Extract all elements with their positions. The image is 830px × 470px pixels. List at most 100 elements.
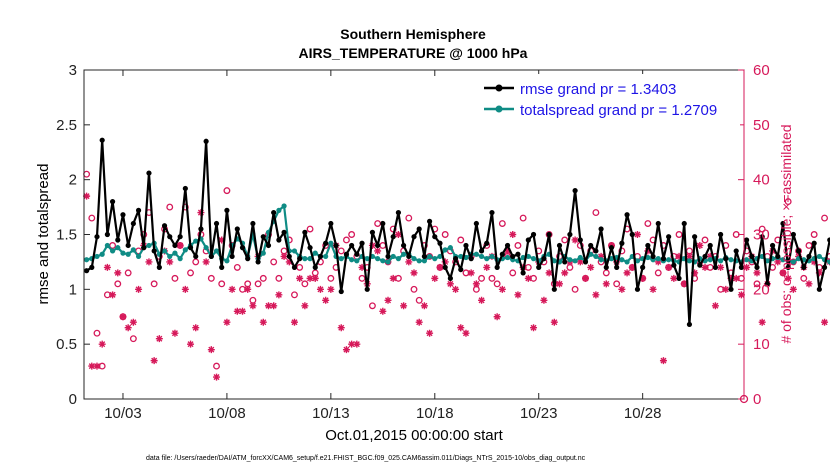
rmse-point: [686, 321, 693, 328]
rmse-point: [484, 240, 490, 246]
obs-assimilated-point: [426, 329, 434, 337]
rmse-point: [442, 264, 448, 270]
obs-assimilated-point: [758, 318, 766, 326]
rmse-point: [338, 288, 344, 295]
spread-point: [276, 207, 282, 213]
obs-possible-point: [129, 335, 137, 343]
rmse-point: [541, 256, 547, 262]
rmse-point: [343, 251, 350, 257]
obs-assimilated-point: [462, 329, 470, 337]
rmse-point: [733, 248, 739, 254]
spread-point: [572, 258, 578, 264]
rmse-point: [494, 264, 500, 270]
obs-assimilated-point: [659, 357, 667, 365]
rmse-point: [593, 248, 599, 254]
obs-possible-point: [207, 274, 215, 282]
rmse-point: [754, 264, 760, 270]
obs-possible-point: [223, 187, 231, 195]
obs-assimilated-point: [400, 302, 408, 310]
rmse-point: [120, 212, 126, 218]
legend-rmse-marker: [495, 84, 503, 92]
obs-possible-point: [410, 285, 418, 293]
obs-possible-point: [514, 242, 522, 249]
obs-assimilated-point: [166, 258, 174, 266]
footnote: data file: /Users/raeder/DAI/ATM_forcXX/…: [146, 455, 586, 462]
rmse-point: [520, 270, 526, 276]
rmse-point: [94, 234, 100, 240]
obs-assimilated-point: [228, 285, 236, 293]
rmse-point: [426, 218, 433, 224]
obs-assimilated-point: [467, 269, 475, 277]
obs-assimilated-point: [285, 258, 293, 266]
spread-point: [135, 253, 142, 260]
obs-assimilated-point: [207, 346, 215, 354]
spread-point: [484, 256, 490, 262]
rmse-point: [676, 275, 682, 281]
obs-assimilated-point: [815, 269, 823, 277]
obs-possible-point: [821, 214, 829, 222]
obs-possible-point: [613, 280, 621, 288]
obs-assimilated-point: [239, 307, 247, 315]
rmse-point: [349, 242, 355, 249]
obs-assimilated-point: [296, 274, 304, 282]
rmse-point: [421, 253, 427, 260]
obs-assimilated-point: [129, 318, 137, 326]
rmse-point: [239, 245, 246, 251]
obs-possible-point: [493, 280, 501, 288]
rmse-point: [291, 264, 298, 270]
rmse-point: [681, 220, 687, 227]
y-right-tick-label: 20: [753, 281, 770, 298]
obs-possible-point: [405, 214, 413, 222]
spread-point: [707, 257, 713, 263]
obs-assimilated-point: [675, 252, 683, 260]
obs-assimilated-point: [109, 291, 117, 299]
spread-point: [224, 258, 230, 264]
obs-possible-point: [457, 236, 465, 244]
obs-possible-point: [675, 231, 683, 238]
legend: rmse grand pr = 1.3403 totalspread grand…: [478, 74, 740, 126]
spread-point: [686, 258, 693, 264]
obs-assimilated-point: [618, 285, 626, 293]
y-tick-label: 2.5: [56, 117, 77, 134]
obs-assimilated-point: [358, 263, 366, 271]
obs-assimilated-point: [88, 362, 96, 370]
obs-assimilated-point: [83, 192, 91, 200]
rmse-point: [208, 253, 214, 260]
rmse-point: [624, 212, 630, 218]
rmse-point: [645, 242, 651, 249]
rmse-point: [468, 256, 474, 262]
obs-assimilated-point: [514, 291, 522, 299]
x-tick-label: 10/28: [624, 405, 662, 422]
obs-assimilated-point: [597, 252, 605, 260]
rmse-point: [749, 253, 755, 260]
spread-point: [380, 258, 386, 264]
spread-point: [645, 254, 651, 261]
rmse-point: [312, 264, 318, 270]
rmse-point: [135, 207, 142, 213]
obs-assimilated-point: [306, 274, 314, 282]
obs-assimilated-point: [213, 373, 221, 381]
obs-assimilated-point: [561, 269, 569, 277]
obs-assimilated-point: [701, 263, 709, 271]
spread-point: [281, 203, 287, 209]
obs-assimilated-point: [706, 252, 714, 260]
rmse-point: [89, 264, 95, 270]
rmse-point: [255, 259, 261, 265]
obs-possible-point: [233, 263, 241, 271]
rmse-point: [473, 220, 479, 227]
x-axis: 10/03 10/08 10/13 10/18 10/23 10/28: [104, 70, 661, 422]
spread-point: [167, 253, 173, 260]
rmse-point: [104, 231, 110, 238]
obs-assimilated-point: [472, 280, 480, 288]
rmse-point: [146, 170, 152, 176]
rmse-point: [795, 248, 802, 254]
spread-point: [120, 250, 126, 256]
obs-assimilated-point: [571, 236, 579, 244]
obs-assimilated-point: [670, 274, 678, 282]
obs-assimilated-point: [379, 307, 387, 315]
spread-point: [489, 253, 495, 260]
spread-point: [827, 259, 830, 265]
rmse-point: [769, 242, 776, 249]
obs-assimilated-point: [202, 258, 210, 266]
obs-assimilated-point: [150, 357, 158, 365]
